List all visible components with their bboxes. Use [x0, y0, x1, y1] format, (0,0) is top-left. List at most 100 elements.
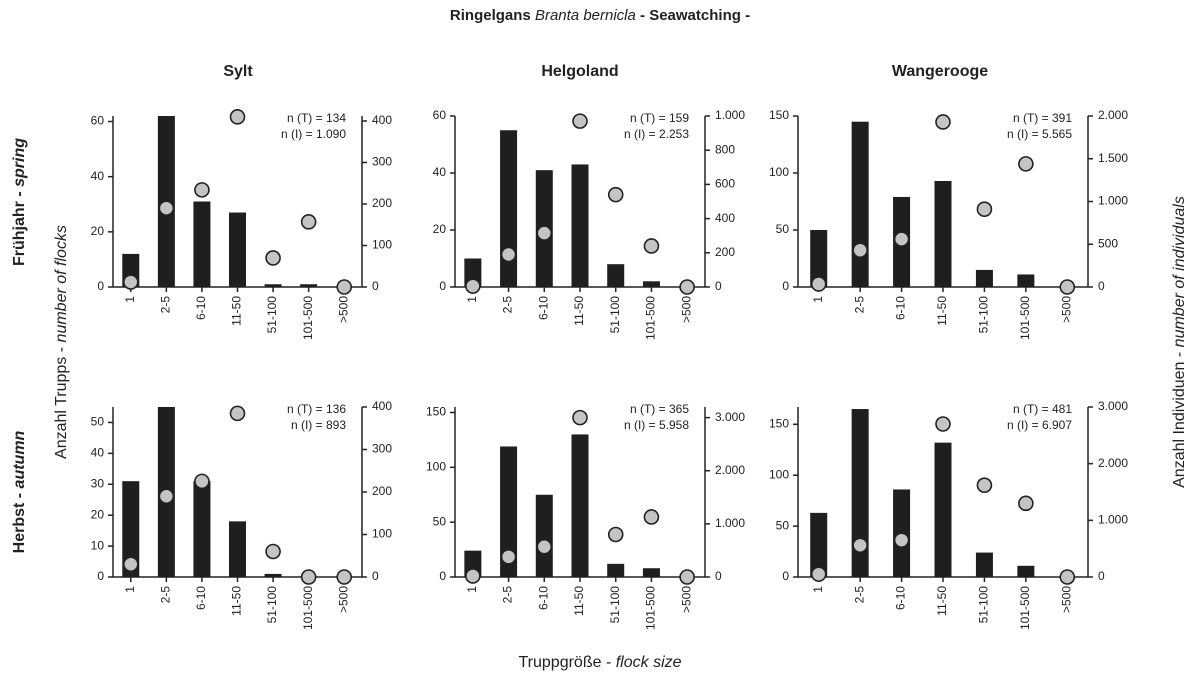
y2-tick-label: 200	[372, 196, 392, 210]
y-tick-label: 0	[782, 569, 789, 583]
row-label-part: autumn	[11, 430, 28, 488]
point	[122, 274, 139, 290]
label-part: -	[53, 347, 70, 352]
x-tick-label: >500	[1059, 296, 1073, 323]
point	[536, 538, 553, 555]
bar	[500, 130, 518, 287]
point	[336, 569, 353, 585]
point	[229, 405, 246, 422]
y2-tick-label: 500	[1098, 236, 1118, 250]
bar	[535, 494, 553, 577]
bar	[229, 212, 246, 287]
point	[643, 509, 660, 525]
x-tick-label: 6-10	[536, 586, 550, 610]
title-part: Branta bernicla	[535, 7, 636, 24]
point	[536, 225, 553, 241]
y-tick-label: 50	[433, 514, 447, 528]
x-tick-label: 11-50	[230, 296, 244, 326]
x-tick-label: 11-50	[935, 586, 949, 616]
y2-tick-label: 0	[1098, 569, 1105, 583]
y-tick-label: 60	[91, 114, 105, 128]
annotation: n (T) = 391	[1013, 111, 1072, 125]
annotation: n (I) = 5.565	[1007, 127, 1072, 141]
bar	[934, 180, 952, 287]
bar	[193, 201, 211, 287]
y-tick-label: 150	[426, 405, 446, 419]
point	[500, 246, 517, 263]
x-tick-label: 2-5	[501, 296, 515, 314]
x-tick-label: 11-50	[572, 296, 586, 326]
y2-tick-label: 300	[372, 155, 392, 169]
bar	[1017, 274, 1035, 287]
point	[572, 409, 588, 426]
x-tick-label: 101-500	[301, 296, 315, 340]
x-tick-label: 51-100	[608, 296, 622, 334]
y2-tick-label: 400	[372, 399, 392, 413]
y2-tick-label: 2.000	[1098, 456, 1128, 470]
point	[300, 569, 317, 585]
y-tick-label: 40	[91, 169, 105, 183]
point	[265, 250, 281, 266]
point	[158, 200, 175, 216]
column-title: Sylt	[223, 63, 253, 80]
point	[852, 537, 868, 554]
y-tick-label: 60	[433, 108, 447, 122]
y2-tick-label: 2.000	[715, 463, 745, 477]
x-tick-label: 6-10	[536, 296, 550, 320]
row-label-part: -	[11, 493, 28, 498]
bar	[642, 281, 660, 287]
bar	[810, 230, 828, 287]
bar	[810, 512, 828, 577]
y-tick-label: 100	[769, 165, 789, 179]
y-tick-label: 0	[97, 279, 104, 293]
annotation: n (T) = 365	[630, 402, 689, 416]
y-tick-label: 20	[91, 507, 105, 521]
annotation: n (I) = 893	[291, 418, 346, 432]
point	[852, 242, 868, 259]
y2-tick-label: 100	[372, 238, 392, 252]
annotation: n (I) = 6.907	[1007, 418, 1072, 432]
point	[1059, 279, 1076, 295]
label-part: -	[1171, 352, 1188, 357]
x-tick-label: >500	[1059, 586, 1073, 613]
y2-tick-label: 0	[372, 569, 379, 583]
y2-tick-label: 800	[715, 142, 735, 156]
label-part: Truppgröße	[518, 654, 601, 671]
x-tick-label: 1	[465, 586, 479, 593]
point	[679, 279, 695, 295]
x-tick-label: 101-500	[1018, 586, 1032, 630]
bar	[851, 409, 869, 577]
x-tick-label: 1	[811, 296, 825, 303]
y2-tick-label: 1.500	[1098, 151, 1128, 165]
y-tick-label: 40	[433, 165, 447, 179]
y-tick-label: 50	[776, 518, 790, 532]
point	[465, 568, 481, 584]
y2-tick-label: 300	[372, 442, 392, 456]
point	[607, 526, 624, 543]
title-part: Seawatching -	[649, 7, 750, 24]
column-title: Wangerooge	[892, 63, 988, 80]
y2-axis-label: Anzahl Individuen - number of individual…	[1171, 196, 1188, 488]
y2-tick-label: 200	[372, 484, 392, 498]
y-tick-label: 50	[91, 415, 105, 429]
point	[229, 109, 246, 125]
x-tick-label: 1	[465, 296, 479, 303]
x-tick-label: 11-50	[572, 586, 586, 616]
y2-tick-label: 1.000	[1098, 513, 1128, 527]
bar	[300, 284, 318, 287]
x-tick-label: 51-100	[608, 586, 622, 624]
x-tick-label: 1	[123, 296, 137, 303]
x-tick-label: 6-10	[894, 296, 908, 320]
bar	[934, 442, 952, 577]
row-label-part: Frühjahr	[11, 201, 28, 266]
column-title: Helgoland	[541, 63, 618, 80]
y2-tick-label: 100	[372, 527, 392, 541]
x-tick-label: 101-500	[301, 586, 315, 630]
y-tick-label: 150	[769, 108, 789, 122]
y-tick-label: 150	[769, 416, 789, 430]
point	[1018, 495, 1034, 512]
bar	[607, 264, 625, 287]
bar	[122, 481, 140, 577]
label-part: number of individuals	[1171, 196, 1188, 347]
point	[893, 231, 910, 247]
